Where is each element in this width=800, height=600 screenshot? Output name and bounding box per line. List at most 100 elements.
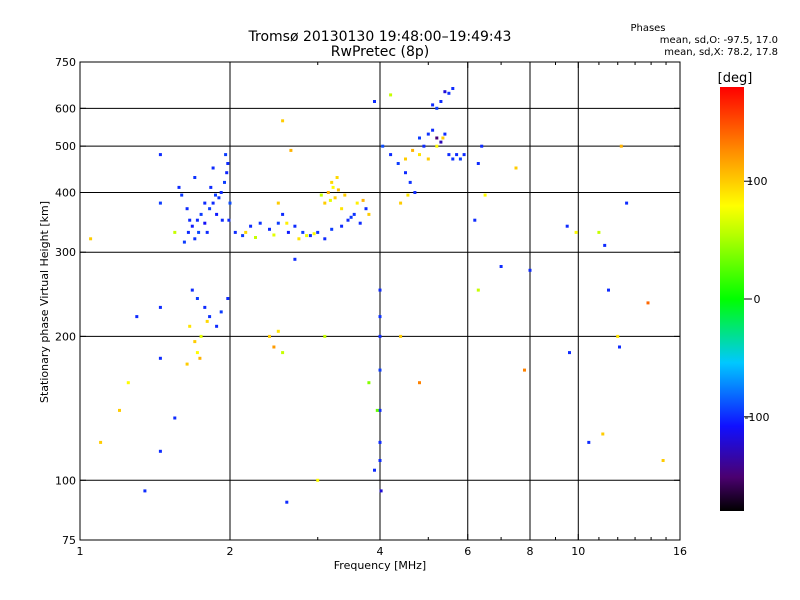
data-point — [439, 100, 443, 103]
data-point — [435, 144, 439, 148]
data-point — [441, 136, 445, 140]
data-point — [381, 144, 385, 148]
data-point — [219, 310, 223, 314]
data-point — [355, 201, 359, 205]
chart-subtitle: RwPretec (8p) — [331, 44, 429, 60]
data-point — [268, 334, 271, 338]
data-point — [276, 221, 280, 225]
data-point — [404, 157, 407, 161]
data-point — [447, 153, 451, 157]
data-point — [480, 144, 484, 148]
data-point — [226, 162, 230, 165]
data-point — [312, 232, 316, 236]
data-point — [186, 230, 190, 234]
data-point — [316, 230, 320, 234]
data-point — [528, 268, 532, 272]
y-tick-label: 200 — [55, 330, 76, 343]
data-point — [458, 157, 462, 161]
x-tick-label: 4 — [377, 545, 384, 558]
data-point — [89, 237, 93, 241]
data-point — [228, 201, 232, 205]
data-point — [158, 305, 162, 309]
data-point — [451, 157, 455, 161]
data-point — [281, 212, 285, 216]
data-point — [193, 176, 197, 179]
data-point — [447, 91, 451, 95]
x-tick-label: 16 — [673, 545, 687, 558]
data-point — [443, 132, 447, 136]
data-point — [439, 140, 443, 144]
data-point — [177, 185, 181, 189]
data-point — [378, 440, 382, 444]
colorbar-tick-label: -100 — [745, 411, 770, 424]
data-point — [316, 478, 320, 482]
data-point — [375, 408, 379, 412]
y-tick-label: 500 — [55, 140, 76, 153]
data-point — [367, 381, 371, 385]
data-point — [603, 243, 607, 247]
data-point — [389, 153, 393, 157]
data-point — [328, 198, 332, 202]
data-point — [233, 230, 237, 234]
data-point — [293, 257, 297, 261]
data-point — [215, 324, 219, 328]
data-point — [601, 432, 605, 436]
data-point — [188, 218, 192, 222]
data-point — [308, 234, 312, 238]
data-point — [135, 315, 139, 319]
data-point — [205, 230, 209, 234]
data-point — [426, 132, 430, 136]
data-point — [182, 240, 186, 244]
data-point — [331, 185, 335, 189]
data-point — [418, 153, 421, 157]
data-point — [297, 237, 301, 241]
data-point — [323, 334, 327, 338]
data-point — [190, 224, 194, 228]
data-point — [661, 459, 665, 462]
y-tick-label: 400 — [55, 186, 76, 199]
data-point — [378, 334, 382, 338]
data-point — [158, 153, 162, 157]
data-point — [217, 196, 221, 200]
data-point — [276, 329, 280, 333]
colorbar-tick-label: 100 — [747, 175, 768, 188]
data-point — [193, 340, 197, 344]
data-point — [281, 351, 285, 355]
data-point — [276, 201, 280, 205]
data-point — [209, 185, 213, 189]
data-point — [333, 196, 337, 200]
data-point — [435, 136, 439, 140]
data-point — [618, 345, 621, 349]
data-point — [418, 381, 421, 385]
data-point — [646, 301, 650, 305]
data-point — [462, 153, 466, 157]
data-point — [185, 207, 189, 211]
data-point — [514, 166, 518, 170]
x-tick-label: 2 — [227, 545, 234, 558]
data-point — [286, 230, 290, 234]
y-tick-label: 75 — [62, 534, 76, 547]
data-point — [352, 212, 356, 216]
data-point — [158, 201, 162, 205]
data-point — [431, 128, 435, 132]
data-point — [373, 468, 376, 472]
plot-area: 1 2 4 6 8 10 16 75 100 200 300 400 500 600 750 — [55, 56, 687, 558]
data-point — [455, 153, 459, 157]
data-point — [336, 188, 340, 192]
data-point — [340, 207, 344, 211]
data-point — [208, 207, 212, 211]
data-point — [523, 368, 526, 372]
x-tick-label: 1 — [77, 545, 84, 558]
data-point — [203, 305, 207, 309]
data-point — [285, 500, 289, 504]
data-point — [185, 362, 189, 366]
data-point — [361, 198, 365, 202]
stats-heading: Phases — [630, 23, 665, 34]
data-point — [241, 234, 245, 238]
data-point — [223, 180, 226, 184]
data-point — [199, 334, 203, 338]
data-point — [224, 153, 228, 157]
data-point — [619, 144, 623, 148]
data-point — [220, 218, 224, 222]
